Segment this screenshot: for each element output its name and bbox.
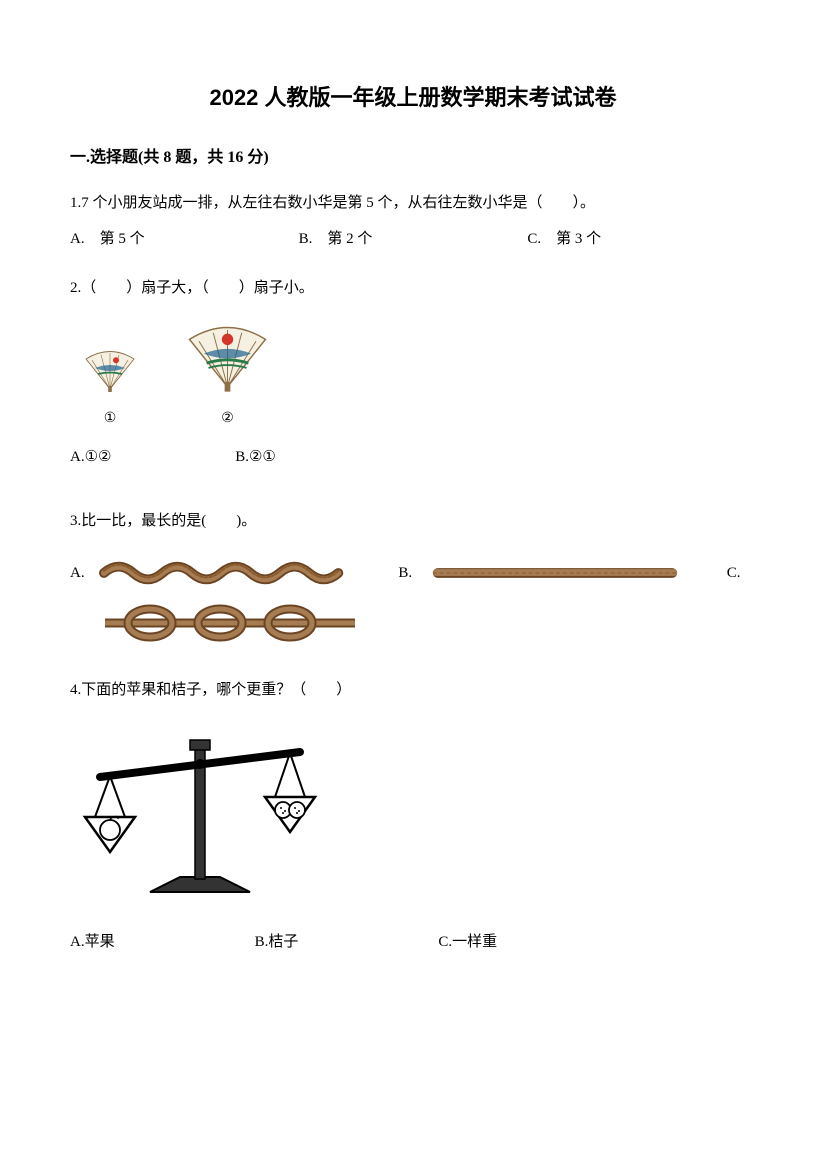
balance-scale-icon <box>70 722 330 902</box>
q2-option-b: B.②① <box>235 445 276 469</box>
fan-label-2: ② <box>180 408 275 430</box>
q3-text: 3.比一比，最长的是( )。 <box>70 509 756 533</box>
q4-option-a: A.苹果 <box>70 930 115 954</box>
question-1: 1.7 个小朋友站成一排，从左往右数小华是第 5 个，从右往左数小华是（ ）。 … <box>70 191 756 251</box>
question-3: 3.比一比，最长的是( )。 A. B. C. <box>70 509 756 643</box>
rope-wavy-icon <box>99 558 353 588</box>
q3-option-a: A. <box>70 561 99 585</box>
fan-small-icon <box>80 347 140 392</box>
q1-option-c: C. 第 3 个 <box>527 227 756 251</box>
q4-option-c: C.一样重 <box>438 930 497 954</box>
q3-option-c: C. <box>727 561 756 585</box>
q1-text: 1.7 个小朋友站成一排，从左往右数小华是第 5 个，从右往左数小华是（ ）。 <box>70 191 756 215</box>
q4-text: 4.下面的苹果和桔子，哪个更重？（ ） <box>70 678 756 702</box>
page-title: 2022 人教版一年级上册数学期末考试试卷 <box>70 80 756 115</box>
section-header: 一.选择题(共 8 题，共 16 分) <box>70 145 756 171</box>
rope-knotted-icon <box>100 603 360 643</box>
fan-label-1: ① <box>80 408 140 430</box>
q4-option-b: B.桔子 <box>255 930 299 954</box>
q2-text: 2.（ ）扇子大，（ ）扇子小。 <box>70 276 756 300</box>
q1-option-b: B. 第 2 个 <box>299 227 528 251</box>
question-4: 4.下面的苹果和桔子，哪个更重？（ ） <box>70 678 756 954</box>
rope-straight-icon <box>428 563 682 583</box>
q1-option-a: A. 第 5 个 <box>70 227 299 251</box>
q2-option-a: A.①② <box>70 445 111 469</box>
question-2: 2.（ ）扇子大，（ ）扇子小。 ① <box>70 276 756 469</box>
q3-option-b: B. <box>398 561 427 585</box>
fan-large-icon <box>180 320 275 392</box>
